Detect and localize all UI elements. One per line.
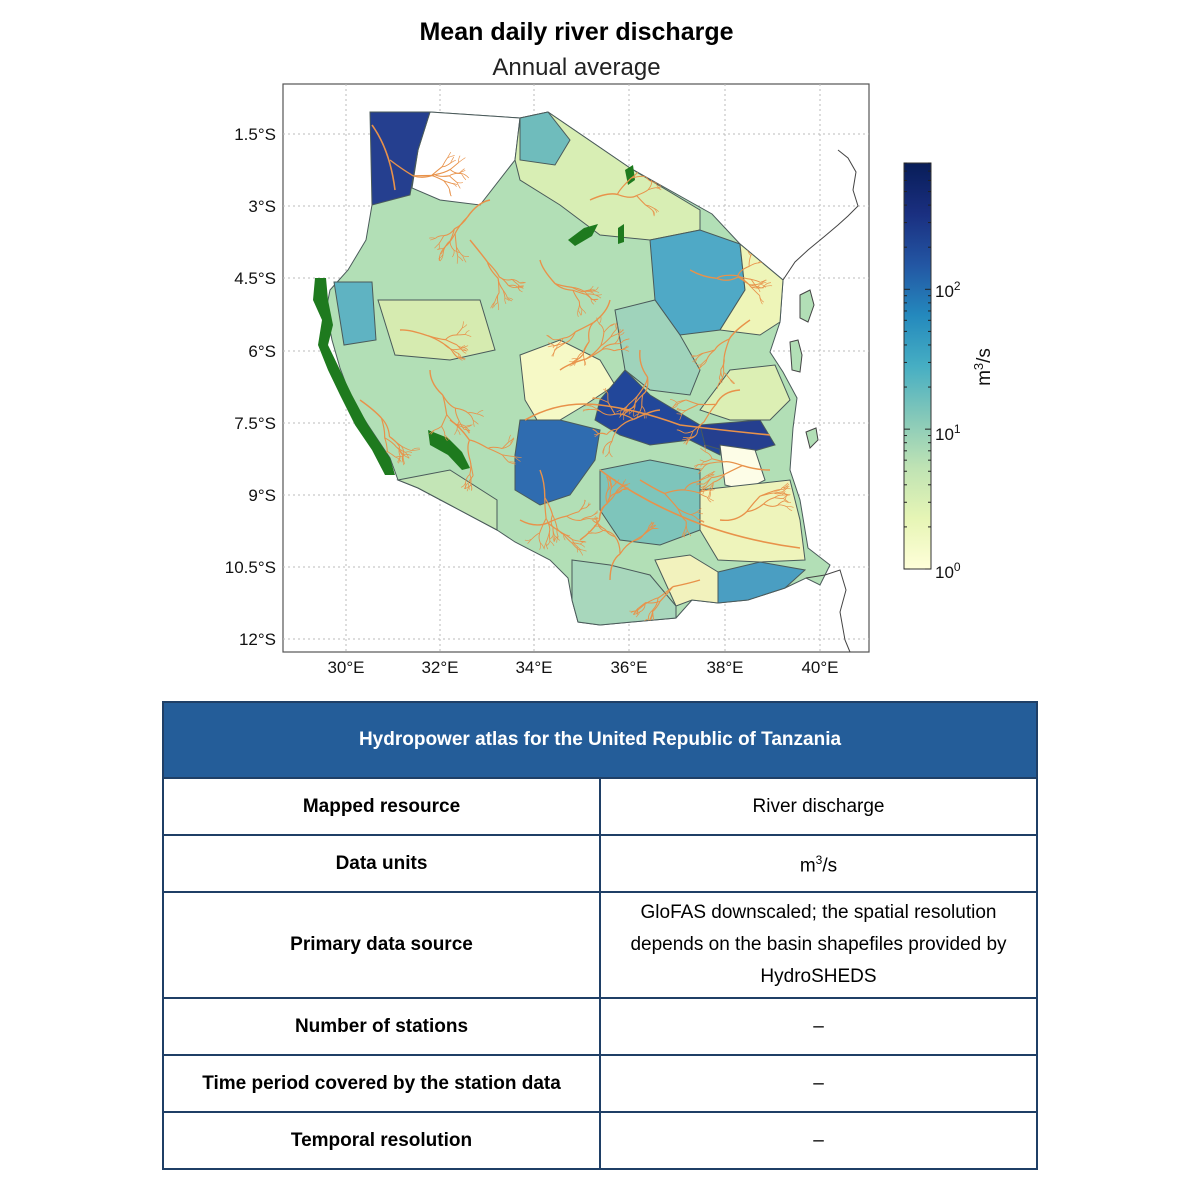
discharge-map: 1.5°S 3°S 4.5°S 6°S 7.5°S 9°S 10.5°S 12°…: [225, 83, 995, 677]
basin-kagera: [369, 111, 431, 206]
map-subtitle: Annual average: [492, 54, 661, 81]
protected-area-lake-tanganyika-shore: [313, 278, 395, 475]
basin-wami-upper: [614, 299, 701, 396]
row-value: River discharge: [599, 777, 1038, 836]
basin-mara: [519, 111, 571, 166]
lat-label: 10.5°S: [225, 558, 276, 577]
lon-label: 40°E: [801, 658, 838, 677]
longitude-labels: 30°E 32°E 34°E 36°E 38°E 40°E: [327, 658, 838, 677]
table-header: Hydropower atlas for the United Republic…: [162, 701, 1038, 779]
protected-area-tarangire: [568, 224, 598, 246]
lat-label: 6°S: [248, 342, 276, 361]
row-key: Primary data source: [162, 891, 601, 999]
colorbar-tick-label: 101: [935, 422, 961, 444]
mafia-island: [805, 427, 819, 449]
main-rivers: [371, 124, 801, 549]
basin-lake-rukwa: [396, 469, 498, 531]
basin-south-central: [599, 459, 701, 546]
lat-label: 12°S: [239, 630, 276, 649]
row-key: Time period covered by the station data: [162, 1054, 601, 1113]
colorbar-tick-label: 102: [935, 279, 961, 301]
row-value: GloFAS downscaled; the spatial resolutio…: [599, 891, 1038, 999]
lat-label: 3°S: [248, 197, 276, 216]
lat-label: 7.5°S: [234, 414, 276, 433]
latitude-labels: 1.5°S 3°S 4.5°S 6°S 7.5°S 9°S 10.5°S 12°…: [225, 125, 276, 649]
row-value: –: [599, 1111, 1038, 1170]
table-row: Data units m3/s: [162, 834, 1038, 893]
basin-southwest: [571, 559, 677, 626]
basin-west-fingers: [333, 281, 377, 346]
colorbar: 102 101 100 m3/s: [903, 162, 995, 582]
protected-areas: [313, 165, 635, 475]
table-row: Number of stations –: [162, 997, 1038, 1056]
lat-label: 1.5°S: [234, 125, 276, 144]
row-value: –: [599, 1054, 1038, 1113]
row-value: m3/s: [599, 834, 1038, 893]
lon-label: 38°E: [706, 658, 743, 677]
row-key: Mapped resource: [162, 777, 601, 836]
table-row: Mapped resource River discharge: [162, 777, 1038, 836]
table-row: Temporal resolution –: [162, 1111, 1038, 1170]
lat-label: 9°S: [248, 486, 276, 505]
table-row: Primary data source GloFAS downscaled; t…: [162, 891, 1038, 999]
atlas-info-table: Hydropower atlas for the United Republic…: [162, 701, 1038, 1170]
colorbar-tick-label: 100: [935, 560, 961, 582]
row-key: Data units: [162, 834, 601, 893]
lon-label: 32°E: [421, 658, 458, 677]
zanzibar-island: [789, 339, 803, 373]
lon-label: 36°E: [610, 658, 647, 677]
table-row: Time period covered by the station data …: [162, 1054, 1038, 1113]
basin-coastal-central: [699, 364, 791, 421]
lon-label: 30°E: [327, 658, 364, 677]
lon-label: 34°E: [515, 658, 552, 677]
basin-rufiji-mouth: [699, 419, 776, 456]
basin-southeast-large: [699, 479, 806, 563]
row-value: –: [599, 997, 1038, 1056]
basin-north-central: [377, 299, 496, 361]
coastline: [782, 149, 859, 653]
basin-manyoni: [519, 339, 616, 426]
colorbar-gradient: [903, 162, 932, 570]
colorbar-unit-label: m3/s: [971, 348, 995, 386]
river-basins: [325, 111, 831, 626]
row-key: Temporal resolution: [162, 1111, 601, 1170]
pemba-island: [799, 289, 815, 323]
row-key: Number of stations: [162, 997, 601, 1056]
basin-kilombero: [514, 419, 601, 506]
protected-area-katavi: [428, 430, 470, 470]
map-title: Mean daily river discharge: [419, 18, 734, 46]
protected-area-manyara: [618, 224, 624, 244]
lat-label: 4.5°S: [234, 269, 276, 288]
river-network: [359, 148, 794, 625]
protected-area-north: [625, 165, 635, 185]
